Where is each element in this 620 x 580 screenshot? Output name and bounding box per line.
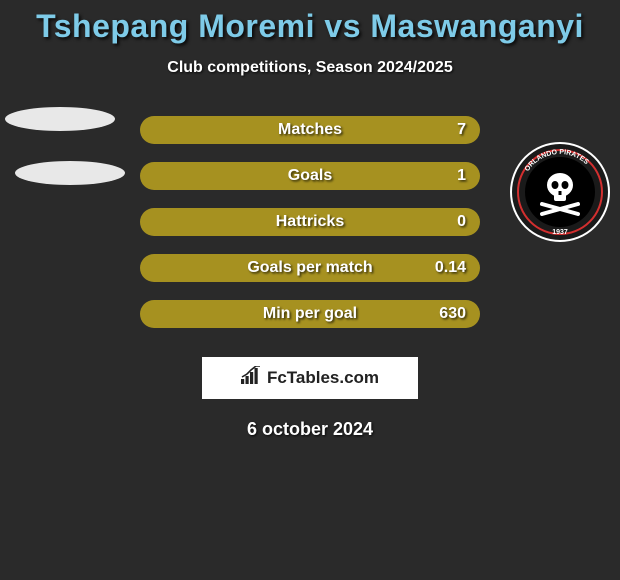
stat-bar: Hattricks0 bbox=[140, 208, 480, 236]
stat-value: 1 bbox=[457, 167, 466, 185]
stat-label: Hattricks bbox=[140, 213, 480, 231]
stat-value: 0.14 bbox=[435, 259, 466, 277]
stat-bar: Matches7 bbox=[140, 116, 480, 144]
stat-label: Goals per match bbox=[140, 259, 480, 277]
stat-label: Min per goal bbox=[140, 305, 480, 323]
bar-chart-icon bbox=[241, 366, 263, 391]
stat-value: 630 bbox=[439, 305, 466, 323]
stat-row: Min per goal630 bbox=[0, 291, 620, 337]
stat-label: Matches bbox=[140, 121, 480, 139]
stat-value: 7 bbox=[457, 121, 466, 139]
fctables-attribution: FcTables.com bbox=[202, 357, 418, 399]
stat-bar: Goals per match0.14 bbox=[140, 254, 480, 282]
stat-row: Goals per match0.14 bbox=[0, 245, 620, 291]
stat-row: Matches7 bbox=[0, 107, 620, 153]
stat-value: 0 bbox=[457, 213, 466, 231]
comparison-widget: Tshepang Moremi vs Maswanganyi Club comp… bbox=[0, 0, 620, 440]
stat-bar: Min per goal630 bbox=[140, 300, 480, 328]
page-title: Tshepang Moremi vs Maswanganyi bbox=[0, 8, 620, 45]
stat-bar: Goals1 bbox=[140, 162, 480, 190]
stats-area: ORLANDO PIRATES 1937 Matches7Goals1Hattr… bbox=[0, 107, 620, 337]
stat-row: Hattricks0 bbox=[0, 199, 620, 245]
subtitle: Club competitions, Season 2024/2025 bbox=[0, 59, 620, 77]
stat-label: Goals bbox=[140, 167, 480, 185]
stat-row: Goals1 bbox=[0, 153, 620, 199]
fctables-label: FcTables.com bbox=[267, 368, 379, 388]
date-text: 6 october 2024 bbox=[0, 419, 620, 440]
